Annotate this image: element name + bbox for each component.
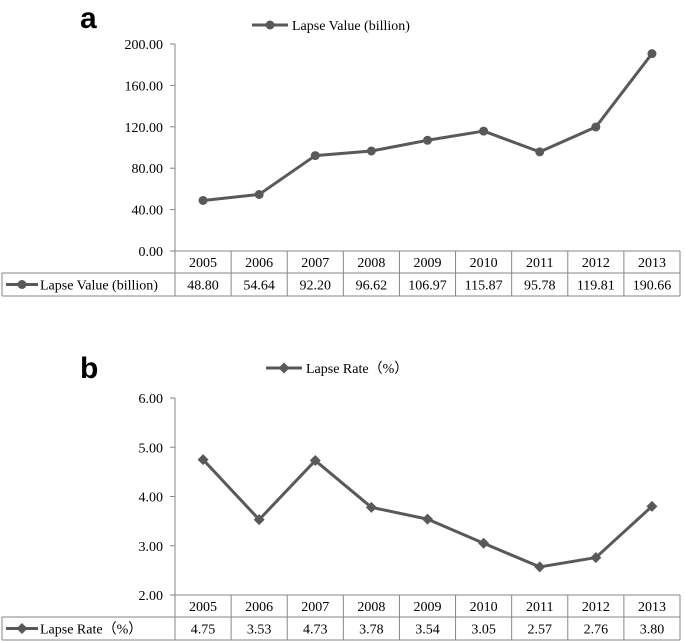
table-value-cell: 95.78 — [524, 279, 556, 294]
table-value-cell: 3.53 — [247, 623, 272, 638]
table-value-cell: 115.87 — [465, 279, 503, 294]
data-point — [366, 146, 376, 156]
x-tick-label: 2011 — [526, 600, 553, 615]
table-value-cell: 106.97 — [408, 279, 447, 294]
series-line — [201, 458, 653, 569]
x-tick-label: 2006 — [245, 600, 273, 615]
y-tick-label: 4.00 — [139, 491, 164, 506]
x-tick-label: 2012 — [582, 256, 610, 271]
data-point — [478, 537, 490, 549]
table-value-cell: 96.62 — [356, 279, 388, 294]
data-point — [646, 500, 658, 512]
data-point — [647, 49, 657, 59]
x-tick-label: 2007 — [301, 256, 329, 271]
y-tick-label: 2.00 — [139, 589, 164, 604]
table-legend-marker — [16, 623, 28, 634]
y-tick-label: 200.00 — [125, 38, 164, 53]
table-value-cell: 54.64 — [243, 279, 275, 294]
table-row-header: Lapse Value (billion) — [40, 279, 158, 294]
x-tick-label: 2010 — [470, 600, 498, 615]
y-tick-label: 120.00 — [125, 121, 164, 136]
table-value-cell: 3.80 — [640, 623, 665, 638]
chart-panel-b: b Lapse Rate（%） 2.00 3.00 4.00 5.00 6.00 Lapse … — [1, 352, 681, 641]
data-point — [198, 195, 208, 205]
data-point — [254, 189, 264, 199]
x-tick-label: 2010 — [470, 256, 498, 271]
legend-label: Lapse Value (billion) — [292, 19, 410, 34]
x-tick-label: 2009 — [414, 600, 442, 615]
data-point — [422, 513, 433, 525]
table-value-cell: 4.73 — [303, 623, 328, 638]
x-tick-label: 2005 — [189, 600, 217, 615]
x-tick-label: 2012 — [582, 600, 610, 615]
data-point — [535, 147, 545, 157]
legend-marker — [278, 362, 290, 374]
table-value-cell: 4.75 — [191, 623, 216, 638]
table-value-cell: 2.57 — [527, 623, 552, 638]
data-point — [479, 126, 489, 136]
x-tick-label: 2011 — [526, 256, 553, 271]
data-point — [590, 552, 602, 564]
x-tick-label: 2009 — [414, 256, 442, 271]
table-value-cell: 190.66 — [633, 279, 672, 294]
y-tick-label: 0.00 — [139, 245, 164, 260]
table-value-cell: 3.54 — [415, 623, 440, 638]
y-tick-label: 6.00 — [139, 392, 164, 407]
data-point — [310, 151, 320, 161]
y-tick-label: 80.00 — [132, 162, 164, 177]
data-point — [197, 454, 209, 466]
data-point — [534, 561, 546, 573]
x-tick-label: 2007 — [301, 600, 329, 615]
y-tick-label: 3.00 — [139, 540, 164, 555]
x-tick-label: 2006 — [245, 256, 273, 271]
y-tick-label: 160.00 — [125, 79, 164, 94]
panel-label: a — [80, 2, 97, 35]
data-point — [253, 514, 265, 526]
x-tick-label: 2008 — [357, 600, 385, 615]
data-point — [591, 122, 601, 132]
table-value-cell: 48.80 — [187, 279, 219, 294]
panel-label: b — [80, 352, 98, 385]
data-point — [365, 501, 377, 513]
table-value-cell: 119.81 — [577, 279, 615, 294]
data-point — [309, 455, 321, 467]
legend-label: Lapse Rate（%） — [306, 361, 408, 377]
x-tick-label: 2005 — [189, 256, 217, 271]
chart-panel-a: a Lapse Value (billion) 0.00 40.00 80.00 120.… — [1, 2, 681, 297]
x-tick-label: 2013 — [638, 256, 666, 271]
table-value-cell: 3.05 — [471, 623, 496, 638]
table-value-cell: 2.76 — [584, 623, 609, 638]
table-row-header: Lapse Rate（%） — [40, 622, 142, 638]
series-line — [202, 52, 654, 202]
y-tick-label: 40.00 — [132, 204, 164, 219]
legend-marker — [265, 20, 275, 30]
y-tick-label: 5.00 — [139, 441, 164, 456]
data-point — [423, 135, 432, 145]
table-value-cell: 3.78 — [359, 623, 384, 638]
table-value-cell: 92.20 — [300, 279, 332, 294]
x-tick-label: 2008 — [357, 256, 385, 271]
x-tick-label: 2013 — [638, 600, 666, 615]
table-legend-marker — [17, 280, 27, 289]
